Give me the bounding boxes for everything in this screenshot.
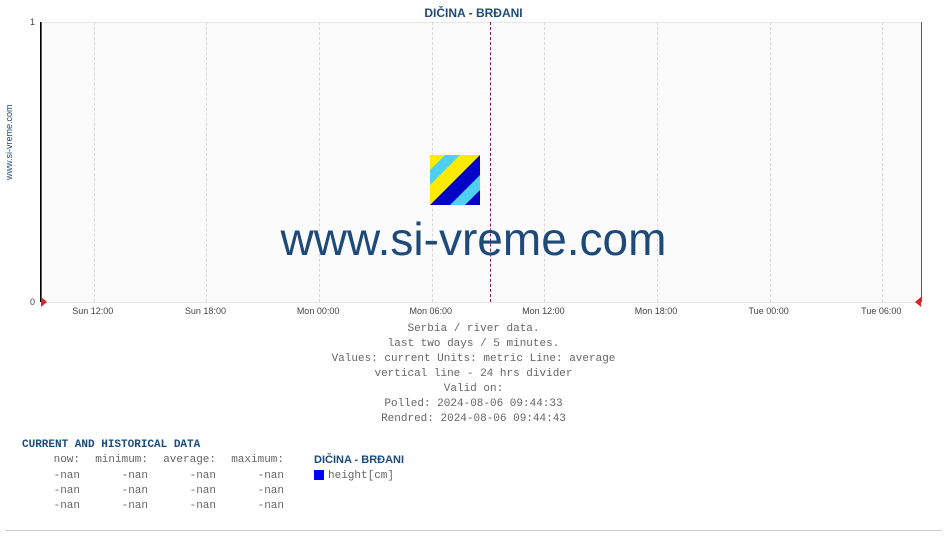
cell: -nan [22, 469, 90, 484]
data-table-columns: now: minimum: average: maximum: DIČINA -… [22, 453, 404, 469]
xtick-label: Mon 18:00 [635, 306, 678, 316]
cell: -nan [226, 499, 294, 514]
cell: -nan [22, 484, 90, 499]
bottom-rule [5, 530, 942, 531]
xtick-label: Mon 12:00 [522, 306, 565, 316]
caption-line: Serbia / river data. [0, 322, 947, 337]
col-now: now: [22, 453, 90, 469]
xtick-label: Tue 06:00 [861, 306, 901, 316]
cell: -nan [90, 499, 158, 514]
y-axis-label: www.si-vreme.com [4, 104, 14, 180]
xtick-label: Tue 00:00 [749, 306, 789, 316]
cell: -nan [226, 469, 294, 484]
xtick-label: Mon 06:00 [409, 306, 452, 316]
xtick-label: Mon 00:00 [297, 306, 340, 316]
series-metric: height[cm] [328, 470, 394, 482]
cell: -nan [158, 499, 226, 514]
cell: -nan [158, 484, 226, 499]
chart-container: DIČINA - BRĐANI www.si-vreme.com www.si-… [0, 0, 947, 536]
gridline-h [41, 22, 921, 23]
series-metric-cell: height[cm] [294, 469, 394, 484]
boundary-arrow-icon [41, 297, 47, 307]
watermark-logo-icon [430, 155, 480, 205]
data-table-header: CURRENT AND HISTORICAL DATA [22, 438, 404, 453]
ytick-label: 0 [5, 297, 35, 307]
chart-title: DIČINA - BRĐANI [0, 6, 947, 20]
caption-line: Valid on: [0, 382, 947, 397]
table-row: -nan -nan -nan -nan [22, 499, 404, 514]
xtick-label: Sun 12:00 [72, 306, 113, 316]
caption-line: Polled: 2024-08-06 09:44:33 [0, 397, 947, 412]
caption-block: Serbia / river data. last two days / 5 m… [0, 322, 947, 427]
caption-line: Rendred: 2024-08-06 09:44:43 [0, 412, 947, 427]
ytick-label: 1 [5, 17, 35, 27]
table-row: -nan -nan -nan -nan height[cm] [22, 469, 404, 484]
col-avg: average: [158, 453, 226, 469]
xtick-label: Sun 18:00 [185, 306, 226, 316]
caption-line: last two days / 5 minutes. [0, 337, 947, 352]
table-row: -nan -nan -nan -nan [22, 484, 404, 499]
caption-line: vertical line - 24 hrs divider [0, 367, 947, 382]
series-color-icon [314, 470, 324, 480]
series-name: DIČINA - BRĐANI [314, 454, 404, 466]
cell: -nan [90, 469, 158, 484]
col-min: minimum: [90, 453, 158, 469]
cell: -nan [158, 469, 226, 484]
caption-line: Values: current Units: metric Line: aver… [0, 352, 947, 367]
boundary-arrow-icon [915, 297, 921, 307]
data-table: CURRENT AND HISTORICAL DATA now: minimum… [22, 438, 404, 514]
cell: -nan [22, 499, 90, 514]
cell: -nan [226, 484, 294, 499]
watermark-text: www.si-vreme.com [0, 212, 947, 266]
series-legend: DIČINA - BRĐANI [294, 453, 404, 469]
cell: -nan [90, 484, 158, 499]
gridline-h [41, 302, 921, 303]
col-max: maximum: [226, 453, 294, 469]
